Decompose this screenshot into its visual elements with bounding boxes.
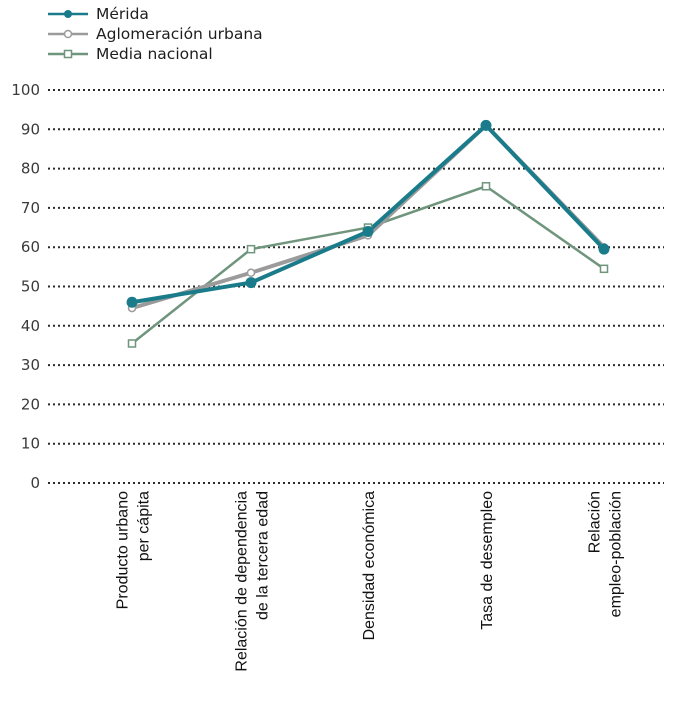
data-point-0-0 <box>126 296 138 308</box>
x-tick-label-1-0: Relación de dependencia <box>234 491 251 672</box>
legend-item-aglomeracion: Aglomeración urbana <box>48 24 263 44</box>
y-tick-label-0: 0 <box>30 474 40 492</box>
data-point-2-0 <box>127 339 137 348</box>
grid-lines <box>48 89 664 484</box>
data-point-0-4 <box>598 243 610 255</box>
legend-label-media-nacional: Media nacional <box>96 45 213 63</box>
y-tick-label-80: 80 <box>21 160 40 178</box>
legend-label-aglomeracion: Aglomeración urbana <box>96 25 263 43</box>
data-point-2-4 <box>599 264 609 274</box>
x-tick-label-0-0: Producto urbano <box>115 491 132 609</box>
data-point-2-3 <box>481 182 491 191</box>
series-line-0 <box>131 123 606 305</box>
y-tick-label-70: 70 <box>21 199 40 217</box>
x-tick-label-0-1: per cápita <box>136 491 153 561</box>
data-point-0-2 <box>362 225 374 237</box>
y-tick-label-20: 20 <box>21 395 40 413</box>
data-point-0-1 <box>245 277 257 289</box>
legend-marker-aglomeracion <box>48 29 88 39</box>
legend-item-merida: Mérida <box>48 4 263 24</box>
x-tick-label-4-0: Relación <box>587 491 604 553</box>
x-axis: Producto urbano per cápita Relación de dep… <box>115 491 625 672</box>
x-tick-label-1-1: de la tercera edad <box>255 491 272 620</box>
y-tick-label-100: 100 <box>11 81 40 99</box>
legend-marker-media-nacional <box>48 49 88 59</box>
chart-legend: Mérida Aglomeración urbana Media naciona… <box>48 4 263 64</box>
x-tick-label-3-0: Tasa de desempleo <box>479 491 496 630</box>
series-line-2 <box>131 185 605 345</box>
y-axis: 0 10 20 30 40 50 60 70 80 90 100 <box>11 81 40 492</box>
data-point-0-3 <box>480 119 492 131</box>
y-tick-label-90: 90 <box>21 120 40 138</box>
x-tick-label-4-1: empleo-población <box>608 491 625 617</box>
y-tick-label-30: 30 <box>21 356 40 374</box>
y-tick-label-50: 50 <box>21 278 40 296</box>
y-tick-label-60: 60 <box>21 238 40 256</box>
series-line-1 <box>131 123 606 311</box>
legend-label-merida: Mérida <box>96 5 149 23</box>
data-point-1-1 <box>246 268 256 277</box>
legend-marker-merida <box>48 10 88 18</box>
y-tick-label-10: 10 <box>21 435 40 453</box>
x-tick-label-2-0: Densidad económica <box>361 491 378 641</box>
legend-item-media-nacional: Media nacional <box>48 44 263 64</box>
y-tick-label-40: 40 <box>21 317 40 335</box>
series-group <box>126 119 610 348</box>
data-point-2-1 <box>246 244 256 254</box>
